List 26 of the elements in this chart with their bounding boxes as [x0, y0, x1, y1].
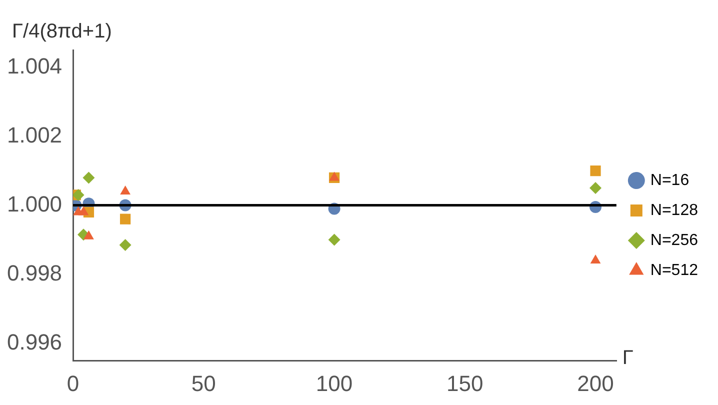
legend-label: N=128	[650, 202, 698, 219]
x-tick-label: 200	[577, 370, 614, 396]
x-tick-label: 100	[316, 370, 353, 396]
y-tick-label: 1.004	[6, 53, 62, 78]
y-tick-label: 0.998	[6, 260, 62, 286]
point	[590, 165, 601, 176]
point	[120, 214, 131, 224]
point	[328, 234, 340, 246]
x-axis-title: Γ	[622, 347, 634, 370]
x-tick-label: 0	[66, 370, 80, 396]
point	[73, 188, 84, 201]
point	[82, 172, 95, 184]
y-tick-label: 0.996	[6, 329, 62, 354]
point	[590, 182, 602, 194]
y-axis-title: Γ/4(8πd+1)	[12, 20, 112, 43]
point	[78, 206, 89, 216]
legend-label: N=16	[650, 172, 690, 189]
legend-label: N=256	[650, 232, 698, 249]
y-tick-label: 1.002	[6, 122, 62, 148]
point	[119, 238, 132, 251]
point	[84, 230, 94, 240]
y-tick-label: 1.000	[6, 191, 62, 216]
point	[590, 254, 601, 264]
x-tick-label: 50	[191, 370, 216, 396]
legend-label: N=512	[650, 262, 698, 279]
x-tick-label: 150	[446, 370, 484, 396]
